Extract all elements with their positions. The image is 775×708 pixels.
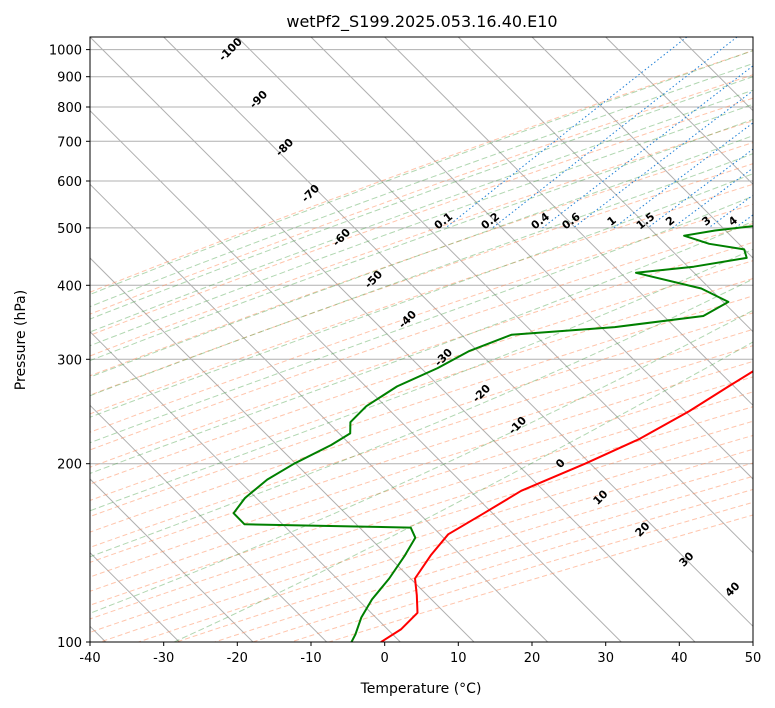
dry-adiabat-line — [90, 142, 753, 377]
isotherm-line — [90, 478, 254, 642]
dry-adiabat-line — [90, 260, 753, 485]
dry-adiabat-line — [90, 360, 753, 578]
dry-adiabat-line — [90, 312, 753, 533]
mixing-ratio-line — [492, 37, 738, 229]
x-tick-label: -20 — [227, 651, 248, 666]
isotherm-line — [310, 37, 753, 480]
x-tick-label: 40 — [671, 651, 688, 666]
y-tick-label: 300 — [57, 353, 82, 368]
isotherm-line — [531, 37, 753, 259]
mixing-ratio-line — [672, 167, 753, 229]
plot-area: 0.1 0.2 0.4 0.6 1 1.5 2 3 4-100-90-80-70-60-50-4… — [90, 37, 753, 642]
isobars — [90, 49, 753, 642]
dry-adiabat-line — [90, 391, 753, 606]
isotherm-line — [90, 183, 549, 642]
moist-adiabat-line — [90, 153, 753, 397]
y-tick-label: 700 — [57, 135, 82, 150]
y-tick-label: 1000 — [49, 44, 82, 59]
x-tick-label: 0 — [381, 651, 389, 666]
isotherm-line — [605, 37, 753, 186]
series-line — [380, 370, 753, 642]
y-tick-label: 900 — [57, 71, 82, 86]
y-tick-label: 800 — [57, 101, 82, 116]
moist-adiabat-line — [90, 173, 753, 418]
mixing-ratio-lines — [445, 37, 753, 229]
moist-adiabat-line — [90, 195, 753, 444]
chart-title: wetPf2_S199.2025.053.16.40.E10 — [286, 12, 557, 32]
y-tick-label: 500 — [57, 222, 82, 237]
dry-adiabat-line — [90, 183, 753, 415]
moist-adiabat-line — [90, 248, 753, 512]
moist-adiabat-line — [90, 278, 753, 558]
skewed-isotherms — [90, 37, 753, 642]
plot-frame — [89, 36, 754, 643]
isotherm-line — [90, 404, 328, 642]
x-tick-label: 10 — [450, 651, 467, 666]
moist-adiabat-line — [90, 50, 753, 296]
x-axis-label: Temperature (°C) — [360, 681, 482, 697]
moist-adiabat-line — [90, 63, 753, 308]
isotherm-line — [90, 257, 475, 642]
x-tick-label: -40 — [79, 651, 100, 666]
profile-series — [232, 225, 753, 642]
dry-adiabats — [90, 50, 753, 642]
dry-adiabat-line — [90, 97, 753, 336]
x-tick-label: 20 — [524, 651, 541, 666]
x-tick-label: -10 — [300, 651, 321, 666]
series-line — [232, 225, 753, 642]
dry-adiabat-line — [90, 328, 753, 548]
mixing-ratio-line — [542, 65, 753, 229]
y-tick-label: 600 — [57, 175, 82, 190]
moist-adiabat-line — [90, 89, 753, 333]
mixing-ratio-line — [572, 90, 753, 229]
y-tick-label: 400 — [57, 279, 82, 294]
moist-adiabat-line — [90, 220, 753, 474]
isotherm-line — [90, 109, 622, 642]
axes: -40 -30 -20 -10 0 10 20 30 40 50 100 200 300 400 500 60… — [49, 44, 761, 666]
isotherm-line — [384, 37, 753, 407]
x-tick-label: 30 — [597, 651, 614, 666]
dry-adiabat-line — [90, 163, 753, 396]
moist-adiabats — [90, 50, 753, 642]
moist-adiabat-line — [90, 309, 753, 614]
moist-adiabat-line — [90, 76, 753, 320]
moist-adiabat-line — [90, 118, 753, 362]
y-tick-label: 100 — [57, 636, 82, 651]
isotherm-line — [90, 330, 401, 642]
dry-adiabat-line — [90, 345, 753, 563]
isotherm-line — [90, 37, 696, 642]
isotherm-line — [236, 37, 753, 554]
isotherm-line — [163, 37, 753, 628]
isotherm-line — [457, 37, 753, 333]
dry-adiabat-line — [90, 295, 753, 518]
dry-adiabat-line — [90, 50, 753, 293]
y-tick-label: 200 — [57, 458, 82, 473]
y-axis-label: Pressure (hPa) — [13, 290, 29, 390]
x-tick-label: 50 — [745, 651, 762, 666]
dry-adiabat-line — [90, 376, 753, 592]
x-tick-label: -30 — [153, 651, 174, 666]
dry-adiabat-line — [90, 278, 753, 501]
